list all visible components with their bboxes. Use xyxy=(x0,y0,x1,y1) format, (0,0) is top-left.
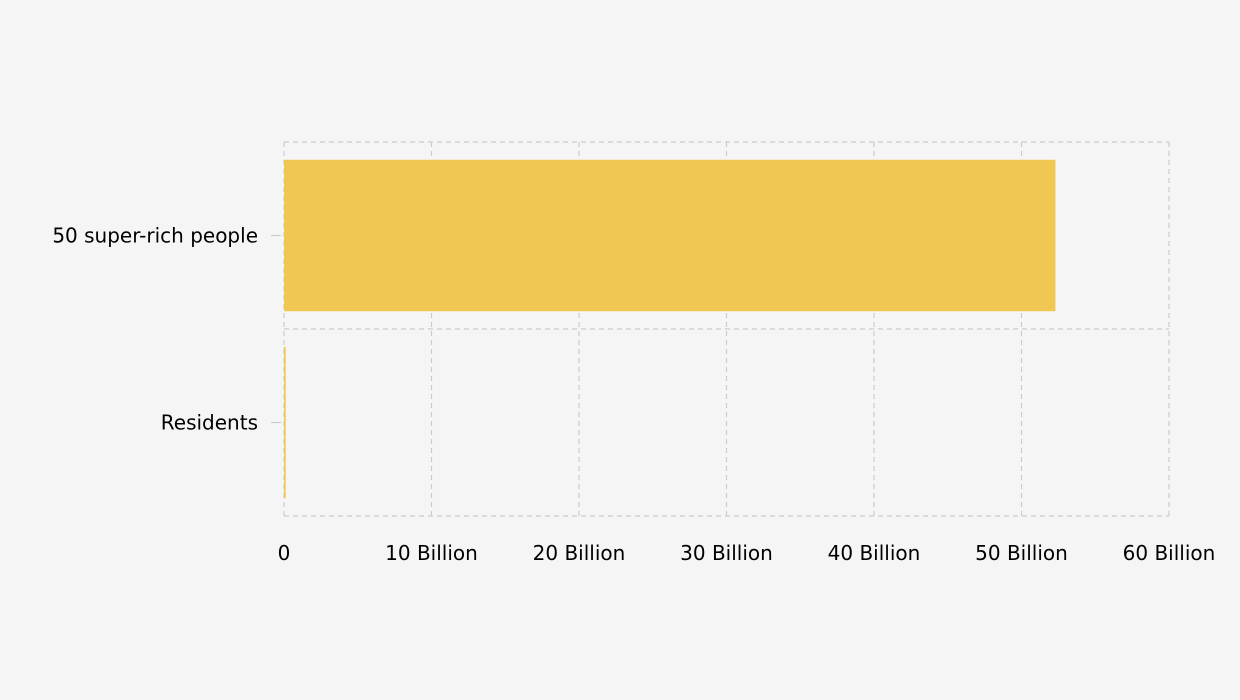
x-tick-label: 30 Billion xyxy=(680,541,773,565)
x-tick-label: 20 Billion xyxy=(533,541,626,565)
bar-layer xyxy=(284,159,1056,499)
bar-50-super-rich-people[interactable] xyxy=(284,159,1056,312)
y-tick-label: 50 super-rich people xyxy=(52,224,258,248)
x-tick-label: 40 Billion xyxy=(828,541,921,565)
grid-layer xyxy=(283,141,1170,517)
y-tick-label: Residents xyxy=(161,411,258,435)
x-tick-label: 50 Billion xyxy=(975,541,1068,565)
axis-layer: 50 super-rich people Residents 0 10 Billion… xyxy=(52,224,1215,566)
bar-residents[interactable] xyxy=(284,346,286,499)
x-tick-label: 10 Billion xyxy=(385,541,478,565)
x-tick-label: 60 Billion xyxy=(1123,541,1216,565)
x-tick-label: 0 xyxy=(278,541,291,565)
